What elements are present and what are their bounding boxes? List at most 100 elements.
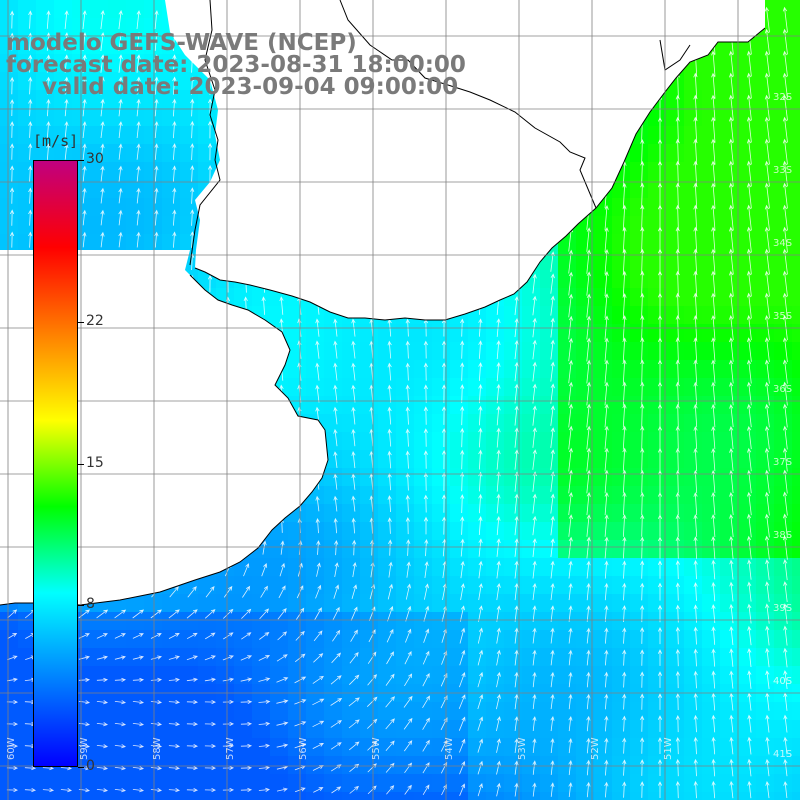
wind-arrow-icon (385, 696, 395, 708)
speed-cell (612, 180, 631, 199)
wind-arrow-icon (186, 609, 198, 619)
wind-arrow-icon (657, 781, 663, 798)
speed-cell (648, 306, 667, 325)
speed-cell (396, 396, 415, 415)
wind-arrow-icon (640, 492, 645, 516)
wind-arrow-icon (82, 98, 87, 117)
wind-arrow-icon (586, 715, 591, 732)
speed-cell (756, 342, 775, 361)
speed-cell (666, 522, 685, 541)
wind-arrow-icon (154, 76, 159, 95)
speed-cell (342, 360, 361, 379)
speed-cell (702, 252, 721, 271)
speed-cell (756, 414, 775, 433)
speed-cell (720, 72, 739, 91)
coastline (0, 27, 766, 606)
wind-arrow-icon (280, 540, 285, 555)
speed-cell (738, 360, 757, 379)
speed-cell (432, 378, 451, 397)
wind-arrow-icon (42, 788, 55, 793)
speed-cell (612, 324, 631, 343)
wind-arrow-icon (369, 340, 374, 359)
speed-cell (288, 576, 307, 595)
wind-arrow-icon (711, 116, 716, 143)
speed-cell (468, 594, 487, 613)
wind-arrow-icon (532, 339, 537, 360)
longitude-label: 54W (444, 737, 455, 760)
wind-arrow-icon (568, 605, 573, 622)
wind-arrow-icon (478, 516, 483, 536)
speed-cell (432, 522, 451, 541)
speed-cell (576, 522, 595, 541)
speed-cell (468, 396, 487, 415)
speed-cell (648, 594, 667, 613)
wind-arrow-icon (459, 738, 466, 753)
speed-cell (324, 738, 343, 757)
speed-cell (324, 486, 343, 505)
speed-cell (306, 396, 325, 415)
speed-cell (720, 666, 739, 685)
speed-cell (612, 576, 631, 595)
speed-cell (504, 558, 523, 577)
speed-cell (126, 126, 145, 145)
speed-cell (756, 252, 775, 271)
speed-cell (666, 450, 685, 469)
speed-cell (702, 378, 721, 397)
speed-cell (108, 180, 127, 199)
wind-arrow-icon (747, 559, 752, 580)
speed-cell (648, 702, 667, 721)
speed-cell (630, 702, 649, 721)
speed-cell (288, 612, 307, 631)
speed-cell (594, 792, 613, 800)
wind-arrow-icon (313, 630, 323, 642)
speed-cell (738, 180, 757, 199)
speed-cell (288, 792, 307, 800)
speed-cell (666, 144, 685, 163)
speed-cell (432, 774, 451, 793)
speed-cell (252, 774, 271, 793)
speed-cell (774, 324, 793, 343)
speed-cell (144, 36, 163, 55)
speed-cell (558, 342, 577, 361)
speed-cell (126, 666, 145, 685)
speed-cell (504, 306, 523, 325)
speed-cell (288, 522, 307, 541)
speed-cell (144, 0, 163, 19)
speed-cell (396, 378, 415, 397)
speed-cell (630, 504, 649, 523)
wind-arrow-icon (477, 738, 484, 753)
wind-arrow-icon (387, 340, 392, 359)
speed-cell (450, 360, 469, 379)
speed-cell (702, 360, 721, 379)
wind-arrow-icon (693, 248, 698, 275)
speed-cell (396, 324, 415, 343)
wind-arrow-icon (729, 425, 734, 450)
wind-arrow-icon (586, 536, 591, 559)
speed-cell (414, 468, 433, 487)
wind-arrow-icon (640, 715, 645, 732)
speed-cell (468, 342, 487, 361)
speed-cell (756, 540, 775, 559)
wind-arrow-icon (568, 560, 573, 579)
speed-cell (540, 324, 559, 343)
speed-cell (558, 306, 577, 325)
speed-cell (576, 252, 595, 271)
wind-arrow-icon (172, 54, 177, 73)
wind-arrow-icon (747, 535, 752, 560)
speed-cell (234, 288, 253, 307)
wind-arrow-icon (9, 143, 15, 160)
speed-cell (450, 756, 469, 775)
speed-cell (612, 288, 631, 307)
speed-cell (720, 378, 739, 397)
wind-arrow-icon (168, 677, 181, 682)
wind-arrow-icon (405, 362, 410, 381)
wind-arrow-icon (477, 671, 484, 688)
speed-cell (324, 504, 343, 523)
speed-cell (702, 774, 721, 793)
latitude-label: 38S (773, 530, 792, 541)
wind-arrow-icon (568, 469, 573, 494)
wind-arrow-icon (729, 50, 734, 77)
wind-arrow-icon (514, 493, 519, 514)
speed-cell (738, 306, 757, 325)
speed-cell (216, 666, 235, 685)
